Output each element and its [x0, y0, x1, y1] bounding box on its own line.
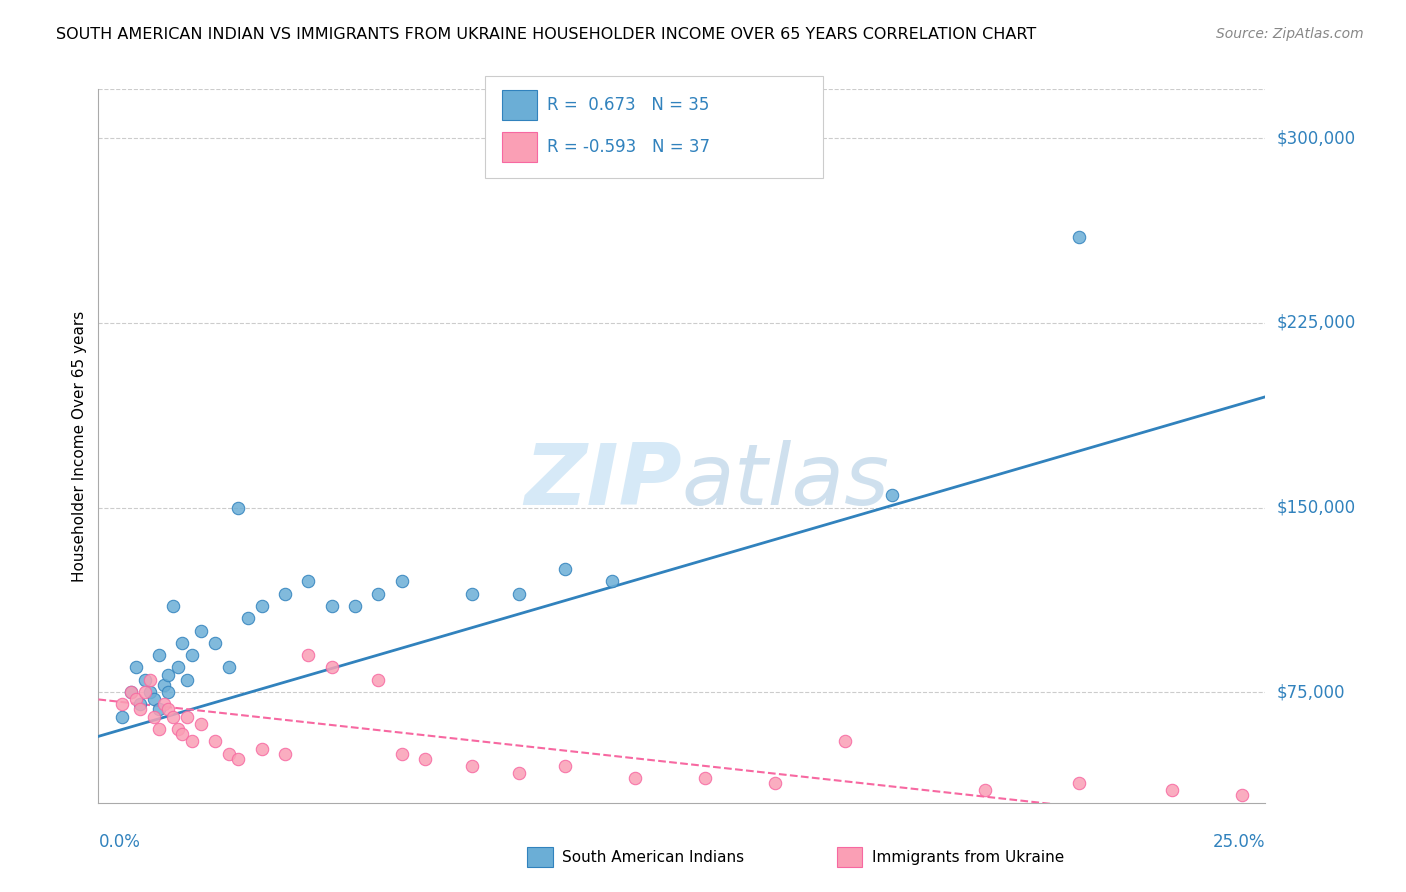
Point [461, 759, 484, 773]
Point [143, 692, 166, 706]
Point [974, 783, 997, 797]
Point [236, 611, 259, 625]
Point [143, 709, 166, 723]
Point [152, 698, 174, 712]
Point [367, 587, 389, 601]
Text: R = -0.593   N = 37: R = -0.593 N = 37 [547, 138, 710, 156]
Point [508, 587, 530, 601]
Point [367, 673, 389, 687]
Point [120, 685, 142, 699]
Point [190, 624, 212, 638]
Point [218, 747, 240, 761]
Text: R =  0.673   N = 35: R = 0.673 N = 35 [547, 96, 709, 114]
Point [166, 722, 188, 736]
Point [166, 660, 188, 674]
Point [134, 685, 156, 699]
Text: SOUTH AMERICAN INDIAN VS IMMIGRANTS FROM UKRAINE HOUSEHOLDER INCOME OVER 65 YEAR: SOUTH AMERICAN INDIAN VS IMMIGRANTS FROM… [56, 27, 1036, 42]
Point [190, 717, 212, 731]
Point [180, 648, 202, 662]
Text: 25.0%: 25.0% [1213, 833, 1265, 851]
Point [554, 562, 576, 576]
Text: $75,000: $75,000 [1277, 683, 1346, 701]
Point [180, 734, 202, 748]
Point [274, 747, 297, 761]
Point [176, 673, 198, 687]
Text: $225,000: $225,000 [1277, 314, 1355, 332]
Text: Source: ZipAtlas.com: Source: ZipAtlas.com [1216, 27, 1364, 41]
Point [148, 722, 170, 736]
Point [125, 692, 148, 706]
Point [600, 574, 623, 589]
Point [554, 759, 576, 773]
Point [413, 751, 436, 765]
Point [274, 587, 297, 601]
Point [1161, 783, 1184, 797]
Point [111, 709, 134, 723]
Point [624, 771, 647, 785]
Point [157, 668, 180, 682]
Point [139, 685, 162, 699]
Point [134, 673, 156, 687]
Point [834, 734, 856, 748]
Point [148, 702, 170, 716]
Text: atlas: atlas [682, 440, 890, 524]
Text: ZIP: ZIP [524, 440, 682, 524]
Text: $300,000: $300,000 [1277, 129, 1355, 147]
Point [880, 488, 903, 502]
Point [763, 776, 786, 790]
Point [129, 698, 152, 712]
Point [157, 685, 180, 699]
Point [204, 636, 226, 650]
Point [162, 709, 184, 723]
Text: South American Indians: South American Indians [562, 850, 745, 864]
Point [321, 599, 343, 613]
Point [250, 741, 273, 756]
Point [1067, 230, 1090, 244]
Point [1230, 789, 1253, 803]
Point [120, 685, 142, 699]
Point [129, 702, 152, 716]
Point [218, 660, 240, 674]
Point [176, 709, 198, 723]
Point [1067, 776, 1090, 790]
Point [204, 734, 226, 748]
Point [391, 574, 413, 589]
Point [250, 599, 273, 613]
Point [297, 648, 319, 662]
Point [111, 698, 134, 712]
Point [139, 673, 162, 687]
Text: 0.0%: 0.0% [98, 833, 141, 851]
Point [391, 747, 413, 761]
Point [228, 751, 250, 765]
Point [695, 771, 717, 785]
Point [157, 702, 180, 716]
Point [297, 574, 319, 589]
Point [152, 678, 174, 692]
Point [344, 599, 367, 613]
Y-axis label: Householder Income Over 65 years: Householder Income Over 65 years [72, 310, 87, 582]
Point [162, 599, 184, 613]
Text: Immigrants from Ukraine: Immigrants from Ukraine [872, 850, 1064, 864]
Point [321, 660, 343, 674]
Point [508, 766, 530, 780]
Point [172, 636, 194, 650]
Point [228, 500, 250, 515]
Point [125, 660, 148, 674]
Point [172, 727, 194, 741]
Point [461, 587, 484, 601]
Text: $150,000: $150,000 [1277, 499, 1355, 516]
Point [148, 648, 170, 662]
